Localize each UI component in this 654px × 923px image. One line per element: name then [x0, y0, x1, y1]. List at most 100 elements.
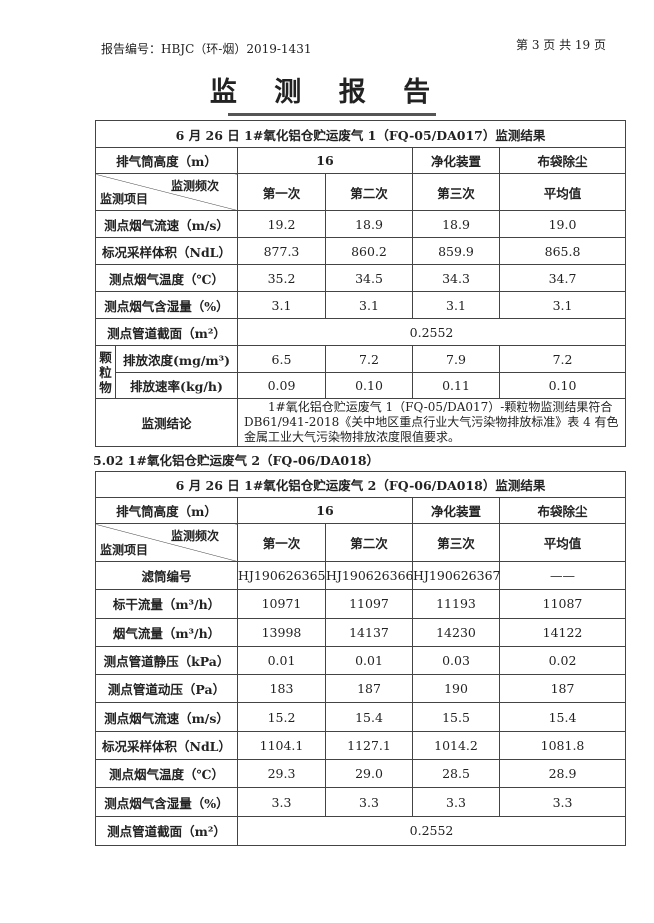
col-header: 第二次	[325, 523, 413, 562]
cell: 15.2	[237, 702, 326, 732]
cell: 187	[498, 674, 627, 704]
table-row: 测点烟气温度（℃） 29.3 29.0 28.5 28.9	[95, 759, 627, 789]
table-row: 标况采样体积（NdL） 1104.1 1127.1 1014.2 1081.8	[95, 730, 627, 761]
group-label: 颗粒物	[99, 349, 112, 395]
cell: 34.7	[498, 264, 627, 292]
cell: 3.1	[498, 291, 627, 319]
col-header: 第一次	[237, 173, 326, 211]
row-label: 测点烟气含湿量（%）	[95, 787, 238, 817]
cell: 0.01	[325, 645, 413, 676]
report-number: 报告编号：HBJC（环-烟）2019-1431	[101, 42, 312, 56]
table-row: 滤筒编号 HJ190626365 HJ190626366 HJ190626367 ——	[95, 560, 627, 591]
cell: 3.3	[325, 787, 413, 817]
row-label: 测点烟气流速（m/s）	[95, 702, 238, 732]
table-row: 测点烟气流速（m/s） 15.2 15.4 15.5 15.4	[95, 702, 627, 732]
cell: 0.10	[325, 372, 413, 399]
cell: 0.09	[237, 372, 326, 399]
table-row: 测点管道静压（kPa） 0.01 0.01 0.03 0.02	[95, 645, 627, 676]
cell: 28.9	[498, 759, 627, 789]
cell: 3.1	[237, 291, 326, 319]
section-label: 测点管道截面（m²）	[95, 318, 238, 346]
purifier-value: 布袋除尘	[498, 497, 627, 524]
cell: 14230	[412, 617, 500, 647]
cell: 7.9	[412, 345, 500, 373]
purifier-label: 净化装置	[412, 497, 500, 524]
row-label: 标况采样体积（NdL）	[95, 730, 238, 761]
diag-bottom-label: 监测项目	[100, 543, 149, 557]
row-label: 滤筒编号	[95, 560, 238, 591]
cell: 3.3	[412, 787, 500, 817]
cell: 6.5	[237, 345, 326, 373]
cell: 3.3	[498, 787, 627, 817]
conclusion-text: 1#氧化铝仓贮运废气 1（FQ-05/DA017）-颗粒物监测结果符合 DB61…	[236, 398, 627, 447]
cell: 3.1	[412, 291, 500, 319]
section-value: 0.2552	[236, 318, 627, 346]
stack-height-label: 排气筒高度（m）	[95, 147, 238, 174]
row-label: 测点管道静压（kPa）	[95, 645, 238, 676]
results-table-1: 6 月 26 日 1#氧化铝仓贮运废气 1（FQ-05/DA017）监测结果 排…	[94, 120, 627, 447]
row-label: 测点烟气流速（m/s）	[95, 210, 238, 238]
title-underline	[228, 113, 436, 116]
cell: 18.9	[412, 210, 500, 238]
row-label: 排放浓度(mg/m³)	[115, 345, 238, 373]
cell: 860.2	[325, 237, 413, 265]
cell: 0.02	[498, 645, 627, 676]
cell: 28.5	[412, 759, 500, 789]
row-label: 测点烟气温度（℃）	[95, 264, 238, 292]
cell: 15.4	[325, 702, 413, 732]
cell: 0.10	[498, 372, 627, 399]
row-label: 测点烟气温度（℃）	[95, 759, 238, 789]
cell: 187	[325, 674, 413, 704]
diag-top-label: 监测频次	[170, 179, 219, 193]
table-row: 标况采样体积（NdL） 877.3 860.2 859.9 865.8	[95, 237, 627, 265]
cell: 19.2	[237, 210, 326, 238]
table-row: 测点烟气温度（℃） 35.2 34.5 34.3 34.7	[95, 264, 627, 292]
page-number: 第 3 页 共 19 页	[516, 38, 606, 52]
conclusion-label: 监测结论	[95, 398, 238, 447]
cell: 11087	[498, 589, 627, 619]
cell: 190	[412, 674, 500, 704]
row-label: 排放速率(kg/h)	[115, 372, 238, 399]
cell: 34.5	[325, 264, 413, 292]
group-label-cell: 颗粒物	[95, 345, 116, 399]
col-header: 第一次	[237, 523, 326, 562]
cell: 35.2	[237, 264, 326, 292]
row-label: 标干流量（m³/h）	[95, 589, 238, 619]
col-header: 第二次	[325, 173, 413, 211]
cell: 865.8	[498, 237, 627, 265]
table-caption: 6 月 26 日 1#氧化铝仓贮运废气 2（FQ-06/DA018）监测结果	[94, 471, 627, 498]
table-caption: 6 月 26 日 1#氧化铝仓贮运废气 1（FQ-05/DA017）监测结果	[94, 120, 627, 148]
cell: 13998	[237, 617, 326, 647]
diag-top-label: 监测频次	[170, 529, 219, 543]
cell: 7.2	[325, 345, 413, 373]
table-row: 测点烟气流速（m/s） 19.2 18.9 18.9 19.0	[95, 210, 627, 238]
cell: 29.0	[325, 759, 413, 789]
page-title: 监 测 报 告	[209, 77, 445, 108]
purifier-value: 布袋除尘	[498, 147, 627, 174]
diagonal-header: 监测频次 监测项目	[95, 173, 238, 211]
cell: 11193	[412, 589, 500, 619]
row-label: 标况采样体积（NdL）	[95, 237, 238, 265]
cell: 0.03	[412, 645, 500, 676]
stack-height-value: 16	[237, 497, 413, 524]
cell: 14137	[325, 617, 413, 647]
table-row: 测点烟气含湿量（%） 3.3 3.3 3.3 3.3	[95, 787, 627, 817]
cell: 3.1	[325, 291, 413, 319]
cell: 1127.1	[325, 730, 413, 761]
cell: 1014.2	[412, 730, 500, 761]
cell: HJ190626366	[325, 560, 414, 591]
cell: 29.3	[237, 759, 326, 789]
col-header: 平均值	[498, 173, 627, 211]
section-value: 0.2552	[236, 815, 627, 846]
cell: 11097	[325, 589, 413, 619]
cell: 15.5	[412, 702, 500, 732]
cell: 1081.8	[498, 730, 627, 761]
stack-height-value: 16	[237, 147, 413, 174]
cell: HJ190626367	[412, 560, 501, 591]
cell: 7.2	[498, 345, 627, 373]
diagonal-header: 监测频次监测项目	[95, 523, 238, 562]
col-header: 平均值	[498, 523, 627, 562]
table-row: 标干流量（m³/h） 10971 11097 11193 11087	[95, 589, 627, 619]
cell: 183	[237, 674, 326, 704]
row-label: 测点管道动压（Pa）	[95, 674, 238, 704]
